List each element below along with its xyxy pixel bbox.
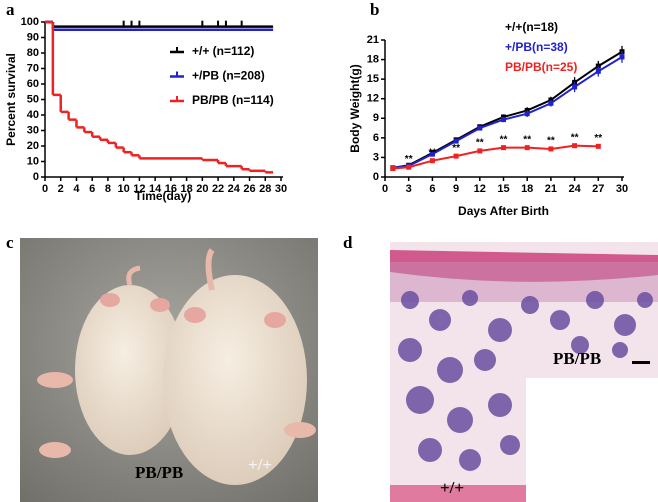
y-tick-label: 6 xyxy=(373,132,379,144)
x-tick-label: 14 xyxy=(149,183,162,195)
significance: ** xyxy=(452,143,460,154)
x-tick-label: 15 xyxy=(497,183,509,195)
marker xyxy=(572,84,578,90)
x-tick-label: 3 xyxy=(406,183,412,195)
marker xyxy=(477,148,483,154)
y-tick-label: 90 xyxy=(27,31,39,43)
significance: ** xyxy=(523,134,531,145)
x-tick-label: 0 xyxy=(42,183,48,195)
y-axis-label: Percent survival xyxy=(4,53,18,146)
y-tick-label: 60 xyxy=(27,78,39,90)
y-axis-label: Body Weight(g) xyxy=(348,64,362,152)
y-tick-label: 70 xyxy=(27,62,39,74)
x-tick-label: 2 xyxy=(58,183,64,195)
x-tick-label: 8 xyxy=(105,183,111,195)
marker xyxy=(524,111,530,117)
x-tick-label: 12 xyxy=(133,183,145,195)
marker xyxy=(453,138,459,144)
marker xyxy=(548,100,554,106)
x-tick-label: 18 xyxy=(521,183,533,195)
marker xyxy=(501,117,506,123)
significance: ** xyxy=(429,147,437,158)
marker xyxy=(595,68,601,74)
x-tick-label: 6 xyxy=(89,183,95,195)
y-tick-label: 21 xyxy=(367,34,379,46)
photo-histology xyxy=(390,242,658,502)
significance: ** xyxy=(571,132,579,143)
y-tick-label: 0 xyxy=(373,171,379,183)
x-tick-label: 22 xyxy=(212,183,224,195)
significance: ** xyxy=(547,136,555,147)
x-tick-label: 21 xyxy=(545,183,557,195)
panel-label: a xyxy=(6,0,15,19)
y-tick-label: 18 xyxy=(367,53,379,65)
legend-label: +/PB(n=38) xyxy=(505,40,568,54)
significance: ** xyxy=(500,134,508,145)
x-tick-label: 28 xyxy=(259,183,271,195)
x-tick-label: 26 xyxy=(243,183,255,195)
marker xyxy=(390,166,396,172)
significance: ** xyxy=(476,138,484,149)
x-axis-label: Time(day) xyxy=(135,189,191,203)
x-tick-label: 9 xyxy=(453,183,459,195)
x-tick-label: 30 xyxy=(616,183,628,195)
legend-label: PB/PB (n=114) xyxy=(192,93,274,107)
photo-mice xyxy=(20,238,318,502)
y-tick-label: 12 xyxy=(367,93,379,105)
marker xyxy=(501,145,506,151)
x-axis-label: Days After Birth xyxy=(458,204,549,218)
y-tick-label: 100 xyxy=(21,16,39,28)
marker xyxy=(595,143,601,149)
marker xyxy=(429,158,435,164)
marker xyxy=(524,145,530,151)
panel-label: d xyxy=(343,233,353,252)
legend-label: +/+(n=18) xyxy=(505,20,558,34)
y-tick-label: 15 xyxy=(367,73,379,85)
marker xyxy=(477,125,483,131)
legend-label: +/PB (n=208) xyxy=(192,69,265,83)
genotype-label: +/+ xyxy=(440,478,464,497)
panel-label: b xyxy=(370,0,379,19)
y-tick-label: 3 xyxy=(373,151,379,163)
genotype-label: PB/PB xyxy=(135,463,183,482)
x-tick-label: 0 xyxy=(382,183,388,195)
marker xyxy=(429,151,435,157)
genotype-label: +/+ xyxy=(248,455,272,474)
marker xyxy=(406,164,412,170)
x-tick-label: 18 xyxy=(180,183,192,195)
x-tick-label: 16 xyxy=(165,183,177,195)
y-tick-label: 80 xyxy=(27,47,39,59)
y-tick-label: 20 xyxy=(27,140,39,152)
marker xyxy=(548,146,554,152)
x-tick-label: 30 xyxy=(275,183,287,195)
x-tick-label: 24 xyxy=(568,183,581,195)
y-tick-label: 10 xyxy=(27,155,39,167)
y-tick-label: 0 xyxy=(33,171,39,183)
legend-label: +/+ (n=112) xyxy=(192,44,254,58)
y-tick-label: 40 xyxy=(27,109,39,121)
x-tick-label: 6 xyxy=(429,183,435,195)
y-tick-label: 30 xyxy=(27,124,39,136)
marker xyxy=(453,153,459,159)
x-tick-label: 10 xyxy=(118,183,130,195)
x-tick-label: 4 xyxy=(73,183,80,195)
marker xyxy=(619,54,625,60)
x-tick-label: 20 xyxy=(196,183,208,195)
panel-label: c xyxy=(6,233,14,252)
x-tick-label: 27 xyxy=(592,183,604,195)
marker xyxy=(572,143,578,149)
significance: ** xyxy=(594,133,602,144)
x-tick-label: 24 xyxy=(228,183,241,195)
significance: ** xyxy=(405,154,413,165)
legend-label: PB/PB(n=25) xyxy=(505,60,577,74)
y-tick-label: 50 xyxy=(27,93,39,105)
y-tick-label: 9 xyxy=(373,112,379,124)
x-tick-label: 12 xyxy=(474,183,486,195)
genotype-label: PB/PB xyxy=(553,349,601,368)
series-line xyxy=(392,144,599,170)
